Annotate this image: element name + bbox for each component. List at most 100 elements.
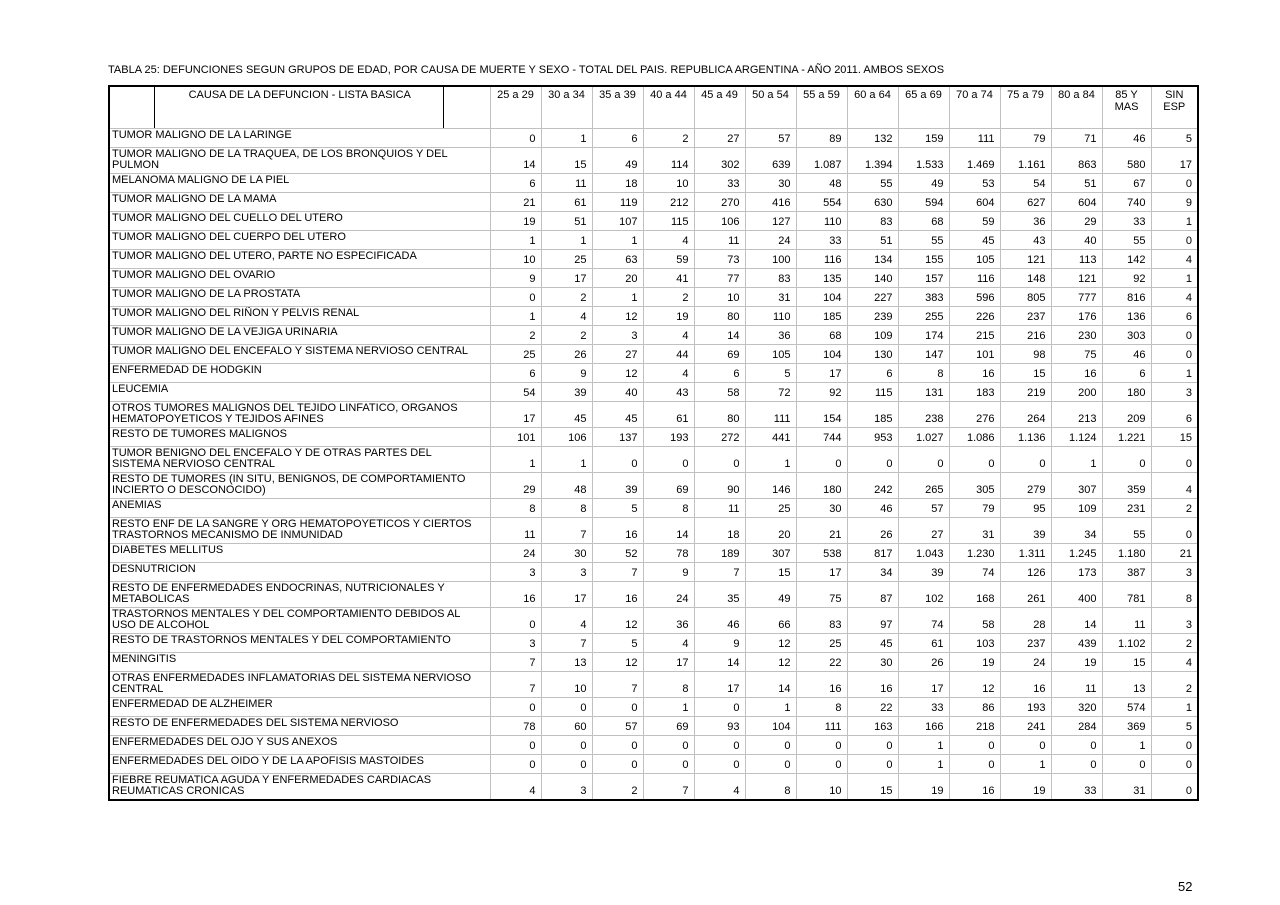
value-cell: 55 <box>1101 229 1152 250</box>
value-cell: 27 <box>897 516 950 544</box>
value-cell: 12 <box>744 651 797 672</box>
cause-label-cell: MENINGITIS <box>108 651 491 672</box>
value-cell: 29 <box>1050 210 1103 231</box>
value-cell: 8 <box>489 497 542 518</box>
value-cell: 17 <box>540 580 593 608</box>
value-cell: 14 <box>1050 606 1103 634</box>
value-cell: 14 <box>693 651 746 672</box>
value-cell: 121 <box>1050 267 1103 288</box>
cause-label-cell: RESTO DE TUMORES (IN SITU, BENIGNOS, DE … <box>108 471 491 499</box>
value-cell: 0 <box>846 734 899 755</box>
value-cell: 45 <box>846 632 899 653</box>
value-cell: 270 <box>693 191 746 212</box>
value-cell: 116 <box>795 248 848 269</box>
value-cell: 1 <box>744 445 797 473</box>
table-row: LEUCEMIA 54 39 40 43 58 72 92 115 131 183 219 200 180… <box>108 381 1199 402</box>
value-cell: 25 <box>744 497 797 518</box>
value-cell: 24 <box>999 651 1052 672</box>
value-cell: 101 <box>948 343 1001 364</box>
value-cell: 441 <box>744 426 797 447</box>
value-cell: 4 <box>1150 471 1199 499</box>
table-row: TUMOR MALIGNO DEL CUELLO DEL UTERO 19 51 10… <box>108 210 1199 231</box>
value-cell: 0 <box>948 753 1001 774</box>
value-cell: 68 <box>795 324 848 345</box>
table-row: DESNUTRICION 3 3 7 9 7 15 17 34 39 74 126 173 387 3 <box>108 561 1199 582</box>
value-cell: 16 <box>948 772 1001 800</box>
value-cell: 238 <box>897 400 950 428</box>
value-cell: 68 <box>897 210 950 231</box>
value-cell: 48 <box>540 471 593 499</box>
value-cell: 16 <box>1050 362 1103 383</box>
value-cell: 79 <box>948 497 1001 518</box>
value-cell: 17 <box>540 267 593 288</box>
value-cell: 21 <box>795 516 848 544</box>
value-cell: 93 <box>693 715 746 736</box>
cause-label-cell: TUMOR MALIGNO DE LA TRAQUEA, DE LOS BRON… <box>108 146 491 174</box>
cause-header-label: CAUSA DE LA DEFUNCION - LISTA BASICA <box>188 89 411 101</box>
value-cell: 173 <box>1050 561 1103 582</box>
value-cell: 74 <box>948 561 1001 582</box>
value-cell: 0 <box>795 445 848 473</box>
value-cell: 26 <box>897 651 950 672</box>
value-cell: 59 <box>948 210 1001 231</box>
value-cell: 104 <box>795 286 848 307</box>
value-cell: 48 <box>795 172 848 193</box>
value-cell: 18 <box>693 516 746 544</box>
value-cell: 146 <box>744 471 797 499</box>
table-row: OTROS TUMORES MALIGNOS DEL TEJIDO LINFAT… <box>108 400 1199 428</box>
value-cell: 31 <box>948 516 1001 544</box>
table-row: FIEBRE REUMATICA AGUDA Y ENFERMEDADES CA… <box>108 772 1199 800</box>
value-cell: 8 <box>642 670 695 698</box>
value-cell: 12 <box>591 606 644 634</box>
value-cell: 1.087 <box>795 146 848 174</box>
column-header-25-a-29: 25 a 29 <box>489 85 542 129</box>
cause-label-cell: DIABETES MELLITUS <box>108 542 491 563</box>
table-row: TUMOR MALIGNO DE LA TRAQUEA, DE LOS BRON… <box>108 146 1199 174</box>
value-cell: 17 <box>489 400 542 428</box>
mortality-table: CAUSA DE LA DEFUNCION - LISTA BASICA 25 … <box>108 85 1199 801</box>
value-cell: 307 <box>1050 471 1103 499</box>
column-header-80-a-84: 80 a 84 <box>1050 85 1103 129</box>
value-cell: 7 <box>642 772 695 800</box>
cause-label-cell: OTROS TUMORES MALIGNOS DEL TEJIDO LINFAT… <box>108 400 491 428</box>
value-cell: 78 <box>642 542 695 563</box>
value-cell: 1.180 <box>1101 542 1152 563</box>
value-cell: 30 <box>846 651 899 672</box>
value-cell: 163 <box>846 715 899 736</box>
value-cell: 111 <box>948 127 1001 148</box>
value-cell: 369 <box>1101 715 1152 736</box>
value-cell: 61 <box>540 191 593 212</box>
value-cell: 29 <box>489 471 542 499</box>
value-cell: 4 <box>540 606 593 634</box>
value-cell: 12 <box>948 670 1001 698</box>
cause-label-cell: RESTO DE TRASTORNOS MENTALES Y DEL COMPO… <box>108 632 491 653</box>
value-cell: 1.230 <box>948 542 1001 563</box>
cause-label-cell: TRASTORNOS MENTALES Y DEL COMPORTAMIENTO… <box>108 606 491 634</box>
table-row: TUMOR MALIGNO DEL UTERO, PARTE NO ESPECI… <box>108 248 1199 269</box>
value-cell: 0 <box>642 753 695 774</box>
value-cell: 0 <box>1150 324 1199 345</box>
value-cell: 1.102 <box>1101 632 1152 653</box>
value-cell: 16 <box>999 670 1052 698</box>
value-cell: 2 <box>1150 670 1199 698</box>
value-cell: 83 <box>846 210 899 231</box>
value-cell: 863 <box>1050 146 1103 174</box>
value-cell: 49 <box>744 580 797 608</box>
value-cell: 9 <box>693 632 746 653</box>
value-cell: 2 <box>489 324 542 345</box>
value-cell: 83 <box>744 267 797 288</box>
value-cell: 264 <box>999 400 1052 428</box>
value-cell: 72 <box>744 381 797 402</box>
table-row: ENFERMEDADES DEL OIDO Y DE LA APOFISIS M… <box>108 753 1199 774</box>
value-cell: 3 <box>1150 606 1199 634</box>
value-cell: 59 <box>642 248 695 269</box>
value-cell: 154 <box>795 400 848 428</box>
value-cell: 3 <box>540 561 593 582</box>
value-cell: 0 <box>693 753 746 774</box>
value-cell: 4 <box>1150 248 1199 269</box>
value-cell: 46 <box>846 497 899 518</box>
cause-label-cell: TUMOR MALIGNO DEL ENCEFALO Y SISTEMA NER… <box>108 343 491 364</box>
value-cell: 5 <box>1150 127 1199 148</box>
value-cell: 33 <box>897 696 950 717</box>
value-cell: 1 <box>540 229 593 250</box>
